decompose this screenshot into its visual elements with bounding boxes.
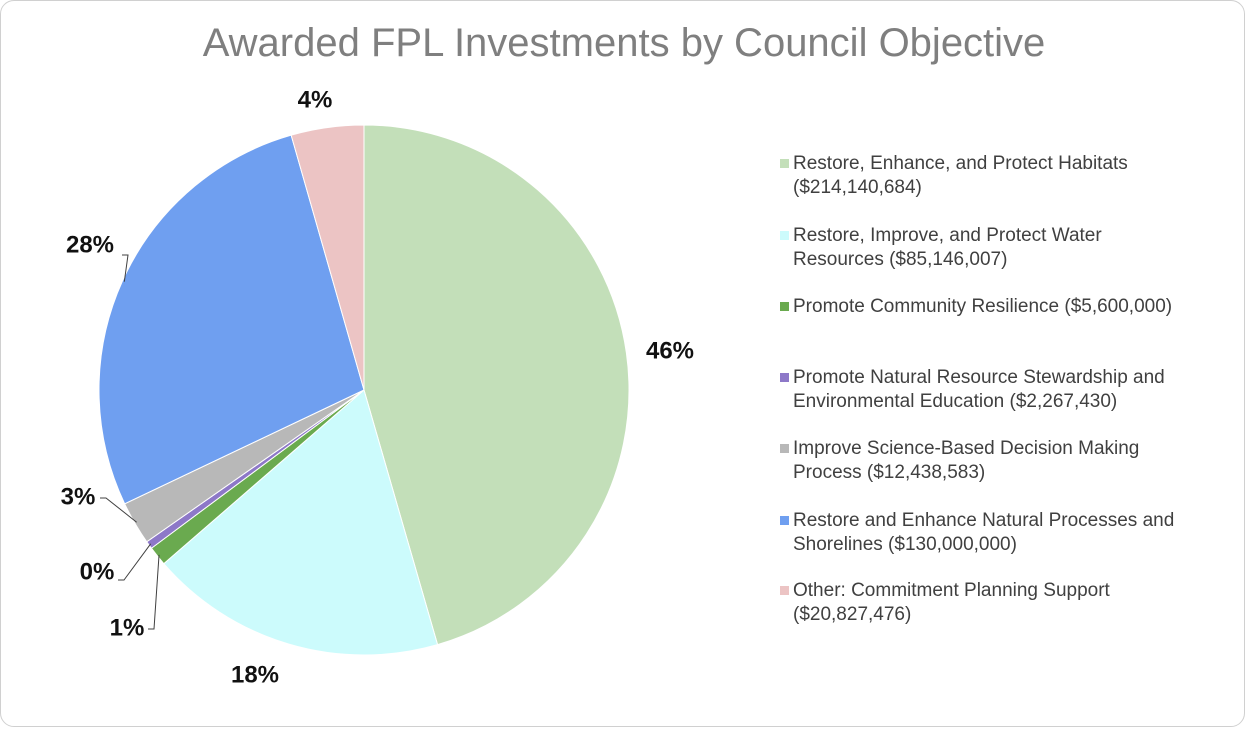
- data-label: 28%: [66, 231, 114, 258]
- data-label: 4%: [298, 86, 333, 113]
- pie-slice: [98, 134, 365, 505]
- legend-label: Promote Natural Resource Stewardship and…: [793, 367, 1165, 412]
- leader-line: [118, 543, 152, 581]
- legend-item: Promote Natural Resource Stewardship and…: [780, 366, 1180, 414]
- legend-label: Promote Community Resilience ($5,600,000…: [793, 296, 1173, 317]
- legend-item: Improve Science-Based Decision Making Pr…: [780, 437, 1180, 485]
- legend-swatch: [780, 302, 789, 311]
- legend-item: Promote Community Resilience ($5,600,000…: [780, 295, 1180, 319]
- leader-line: [100, 497, 137, 523]
- legend-swatch: [780, 159, 789, 168]
- legend-item: Restore, Improve, and Protect Water Reso…: [780, 224, 1180, 272]
- pie-slice: [363, 124, 630, 646]
- data-label: 0%: [80, 558, 115, 585]
- legend-label: Restore, Enhance, and Protect Habitats (…: [793, 153, 1128, 198]
- legend-swatch: [780, 231, 789, 240]
- leader-line: [122, 254, 129, 282]
- pie-slice: [290, 124, 365, 391]
- legend-label: Restore, Improve, and Protect Water Reso…: [793, 225, 1102, 270]
- legend-swatch: [780, 373, 789, 382]
- legend-swatch: [780, 516, 789, 525]
- legend-item: Restore and Enhance Natural Processes an…: [780, 509, 1180, 557]
- pie-slice: [163, 389, 439, 656]
- legend-label: Restore and Enhance Natural Processes an…: [793, 510, 1175, 555]
- legend-item: Restore, Enhance, and Protect Habitats (…: [780, 152, 1180, 200]
- data-label: 46%: [646, 337, 694, 364]
- legend-swatch: [780, 586, 789, 595]
- legend-label: Other: Commitment Planning Support ($20,…: [793, 580, 1110, 625]
- data-label: 3%: [61, 483, 96, 510]
- leader-line: [148, 554, 160, 630]
- legend-swatch: [780, 444, 789, 453]
- data-label: 18%: [231, 661, 279, 688]
- legend-label: Improve Science-Based Decision Making Pr…: [793, 438, 1140, 483]
- chart-title: Awarded FPL Investments by Council Objec…: [203, 21, 1046, 65]
- legend-item: Other: Commitment Planning Support ($20,…: [780, 579, 1180, 627]
- data-label: 1%: [110, 614, 145, 641]
